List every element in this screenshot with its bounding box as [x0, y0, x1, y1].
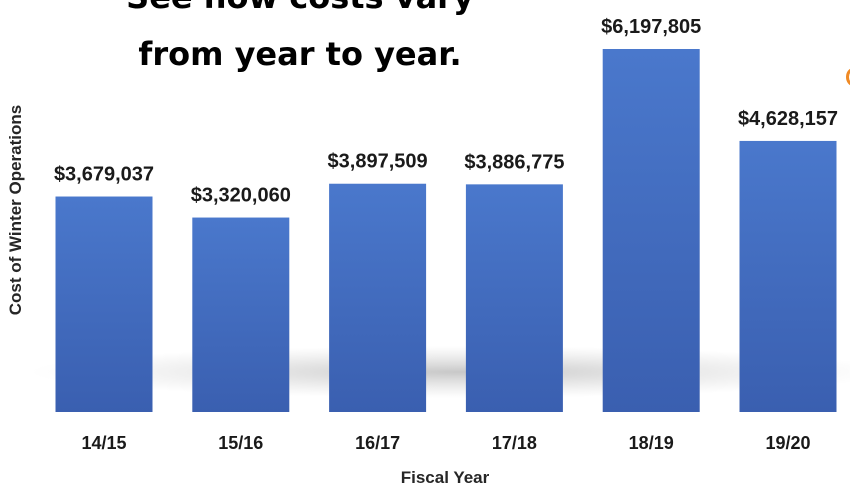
- data-label-17-18: $3,886,775: [464, 151, 564, 173]
- x-tick-17-18: 17/18: [492, 433, 537, 453]
- chart-title-line-1: See how costs vary: [0, 0, 600, 16]
- bar-19-20: [739, 140, 837, 412]
- bar-18-19: [602, 49, 700, 412]
- bar-17-18: [465, 184, 563, 412]
- data-label-18-19: $6,197,805: [601, 16, 701, 38]
- data-label-15-16: $3,320,060: [191, 185, 291, 207]
- data-labels-group: $3,679,037 $3,320,060 $3,897,509 $3,886,775…: [54, 16, 838, 207]
- y-axis-label: Cost of Winter Operations: [6, 104, 25, 316]
- x-axis-label: Fiscal Year: [400, 468, 490, 487]
- data-label-16-17: $3,897,509: [328, 151, 428, 173]
- x-tick-16-17: 16/17: [355, 433, 400, 453]
- floor-shadow: [30, 346, 850, 398]
- data-label-19-20: $4,628,157: [738, 108, 838, 130]
- x-tick-15-16: 15/16: [218, 433, 263, 453]
- bars-group: [55, 49, 837, 412]
- bar-14-15: [55, 196, 153, 412]
- chart-title-line-2: from year to year.: [138, 35, 462, 73]
- x-tick-18-19: 18/19: [629, 433, 674, 453]
- x-tick-19-20: 19/20: [765, 433, 810, 453]
- bar-15-16: [192, 217, 290, 412]
- x-tick-labels-group: 14/15 15/16 16/17 17/18 18/19 19/20: [81, 433, 810, 453]
- x-tick-14-15: 14/15: [81, 433, 126, 453]
- data-label-14-15: $3,679,037: [54, 164, 154, 186]
- bar-16-17: [329, 183, 427, 412]
